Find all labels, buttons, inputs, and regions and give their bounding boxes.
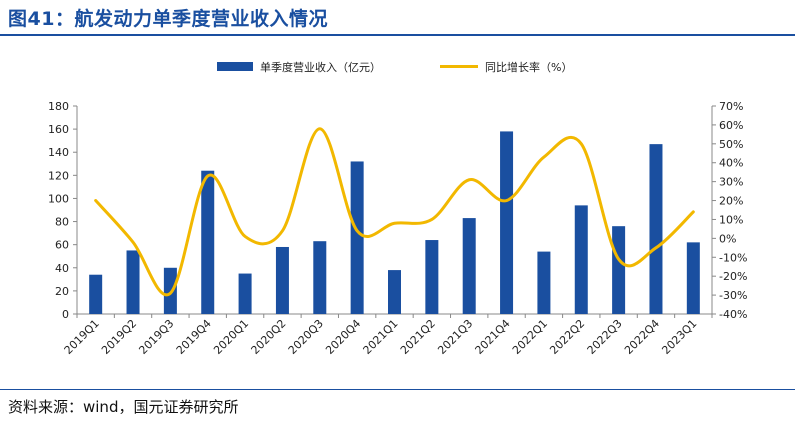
x-tick-label: 2019Q3 — [136, 317, 176, 357]
x-tick-label: 2020Q4 — [323, 317, 363, 357]
legend-bar-swatch — [217, 62, 253, 71]
chart-title: 图41：航发动力单季度营业收入情况 — [8, 8, 328, 30]
left-tick-label: 20 — [55, 285, 69, 298]
bar — [89, 274, 103, 314]
left-tick-label: 180 — [48, 100, 69, 113]
legend-bar-label: 单季度营业收入（亿元） — [260, 60, 381, 74]
bar-series — [89, 131, 700, 314]
x-tick-label: 2022Q1 — [510, 317, 550, 357]
right-tick-label: 70% — [719, 100, 743, 113]
right-tick-label: -40% — [719, 308, 747, 321]
line-series — [94, 127, 695, 297]
x-tick-label: 2019Q4 — [174, 317, 214, 357]
right-tick-label: 10% — [719, 213, 743, 226]
right-tick-label: 40% — [719, 157, 743, 170]
combo-chart: 单季度营业收入（亿元） 同比增长率（%） 0 20 40 60 80 100 120 140 16… — [48, 60, 747, 357]
bar — [388, 270, 401, 314]
right-tick-label: -30% — [719, 289, 747, 302]
title-divider — [0, 34, 795, 36]
bar — [537, 251, 551, 314]
bar — [126, 250, 140, 314]
x-tick-label: 2019Q1 — [62, 317, 102, 357]
right-tick-label: 0% — [719, 232, 736, 245]
x-tick-label: 2021Q2 — [398, 317, 438, 357]
right-tick-label: -20% — [719, 270, 747, 283]
x-tick-label: 2022Q4 — [622, 317, 662, 357]
bar — [238, 273, 252, 314]
right-tick-label: 60% — [719, 119, 743, 132]
bar — [574, 205, 588, 314]
left-tick-label: 40 — [55, 262, 69, 275]
bar — [612, 226, 626, 314]
left-tick-label: 120 — [48, 169, 69, 182]
source-note: 资料来源：wind，国元证券研究所 — [8, 398, 239, 416]
x-tick-label: 2020Q3 — [286, 317, 326, 357]
bar — [425, 240, 439, 314]
left-tick-label: 60 — [55, 239, 69, 252]
legend-line-label: 同比增长率（%） — [485, 60, 572, 74]
bar — [500, 131, 514, 314]
right-tick-label: -10% — [719, 251, 747, 264]
x-tick-label: 2020Q2 — [249, 317, 289, 357]
bar — [201, 170, 215, 314]
bar — [163, 267, 177, 314]
x-tick-label: 2022Q2 — [547, 317, 587, 357]
right-tick-label: 20% — [719, 195, 743, 208]
bar — [649, 144, 663, 314]
x-tick-label: 2021Q4 — [473, 317, 513, 357]
footer-divider — [0, 389, 795, 390]
bar — [313, 241, 327, 314]
x-tick-label: 2021Q1 — [361, 317, 401, 357]
x-tick-label: 2020Q1 — [211, 317, 251, 357]
x-tick-label: 2023Q1 — [659, 317, 699, 357]
right-tick-label: 50% — [719, 138, 743, 151]
right-tick-label: 30% — [719, 176, 743, 189]
left-tick-label: 160 — [48, 123, 69, 136]
axes: 0 20 40 60 80 100 120 140 160 180 -40% -30% -20% -10%… — [48, 100, 747, 357]
x-tick-label: 2021Q3 — [435, 317, 475, 357]
bar — [275, 246, 289, 314]
left-tick-label: 80 — [55, 216, 69, 229]
left-tick-label: 0 — [62, 308, 69, 321]
left-tick-label: 140 — [48, 146, 69, 159]
left-tick-label: 100 — [48, 192, 69, 205]
legend: 单季度营业收入（亿元） 同比增长率（%） — [217, 60, 572, 74]
bar — [462, 218, 476, 314]
x-tick-label: 2019Q2 — [99, 317, 139, 357]
bar — [350, 161, 364, 314]
bar — [686, 242, 700, 314]
growth-line — [94, 127, 695, 297]
x-tick-label: 2022Q3 — [585, 317, 625, 357]
